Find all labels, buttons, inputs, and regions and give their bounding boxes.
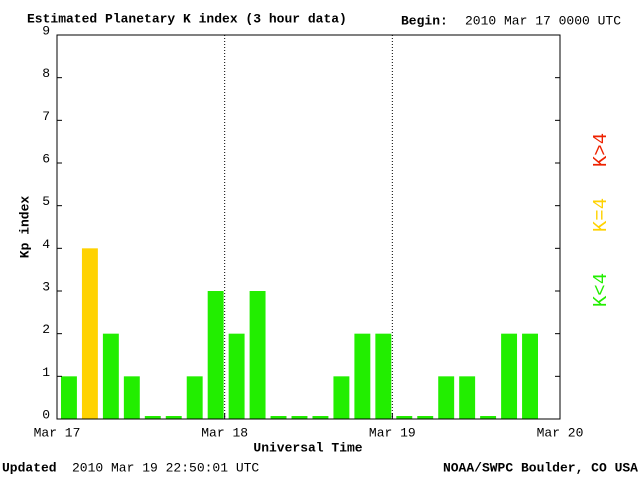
bar [375,333,392,419]
plot [60,248,538,419]
bar [480,416,497,419]
y-tick-label: 6 [42,151,50,166]
y-tick-label: 7 [42,109,50,124]
bar [123,376,140,419]
legend-entry: K=4 [590,198,612,232]
bar [396,416,413,419]
source: NOAA/SWPC Boulder, CO USA [443,460,638,475]
bar [270,416,287,419]
updated-date: 2010 Mar 19 22:50:01 UTC [72,460,259,475]
y-axis-label: Kp index [17,196,32,259]
bar [501,333,518,419]
bar [81,248,98,419]
bar [459,376,476,419]
bar [291,416,308,419]
begin-label: Begin: [401,13,448,28]
begin-date: 2010 Mar 17 0000 UTC [465,13,621,28]
bar [354,333,371,419]
bar [102,333,119,419]
bar [522,333,538,419]
y-tick-label: 4 [42,237,50,252]
bar [186,376,203,419]
x-tick-label: Mar 18 [201,425,248,440]
y-tick-label: 1 [42,365,50,380]
x-axis-label: Universal Time [253,440,362,455]
updated-label: Updated [2,460,57,475]
chart-title: Estimated Planetary K index (3 hour data… [27,11,347,26]
y-tick-label: 5 [42,194,50,209]
bar [333,376,350,419]
x-tick-label: Mar 19 [369,425,416,440]
legend-entry: K>4 [590,133,612,167]
bar [60,376,77,419]
bar [228,333,245,419]
plot-frame [56,34,561,420]
bar [438,376,455,419]
bar [207,291,224,419]
bar [312,416,329,419]
bar [417,416,434,419]
legend-entry: K<4 [590,273,612,307]
bar [144,416,161,419]
y-tick-label: 2 [42,322,50,337]
y-tick-label: 3 [42,279,50,294]
x-tick-label: Mar 17 [34,425,81,440]
y-tick-label: 0 [42,407,50,422]
bar [165,416,182,419]
bar [249,291,266,419]
y-tick-label: 9 [42,23,50,38]
y-tick-label: 8 [42,66,50,81]
x-tick-label: Mar 20 [537,425,584,440]
